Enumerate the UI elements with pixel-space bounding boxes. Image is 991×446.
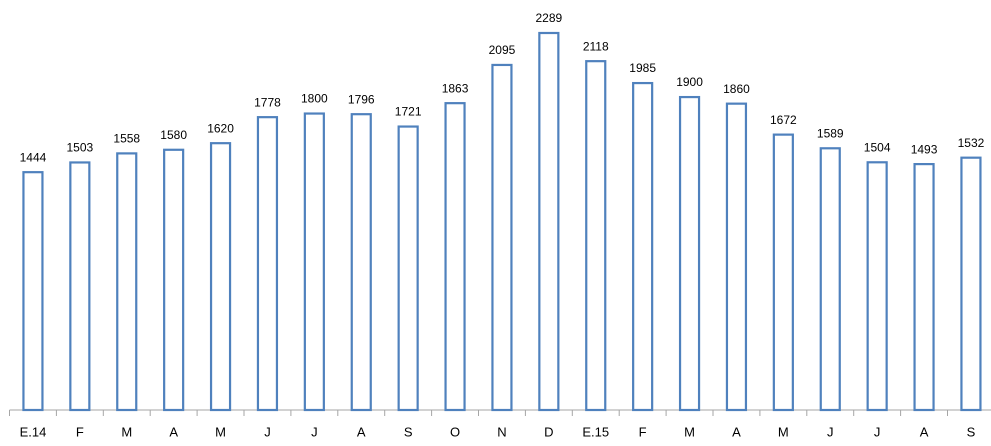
- x-tick-label: M: [121, 424, 132, 439]
- x-tick-label: J: [311, 424, 318, 439]
- value-label: 1589: [817, 126, 844, 140]
- value-label: 2095: [489, 43, 516, 57]
- x-tick-label: N: [497, 424, 506, 439]
- value-label: 1800: [301, 92, 328, 106]
- x-tick-label: J: [874, 424, 881, 439]
- value-label: 2289: [535, 11, 562, 25]
- value-label: 1672: [770, 113, 797, 127]
- x-tick-label: S: [404, 424, 413, 439]
- x-tick-label: A: [920, 424, 929, 439]
- x-tick-label: E.14: [20, 424, 47, 439]
- bar: [397, 125, 419, 412]
- x-tick-label: M: [215, 424, 226, 439]
- bar: [819, 147, 841, 412]
- bar: [772, 133, 794, 412]
- value-label: 2118: [583, 39, 609, 53]
- value-label: 1532: [958, 136, 985, 150]
- bar: [866, 161, 888, 412]
- x-tick-label: M: [778, 424, 789, 439]
- bar: [256, 116, 279, 412]
- value-label: 1504: [864, 140, 891, 154]
- x-tick-label: F: [639, 424, 647, 439]
- x-tick-label: J: [264, 424, 271, 439]
- bar: [678, 95, 701, 412]
- bar: [725, 102, 748, 412]
- value-label: 1493: [911, 142, 938, 156]
- bar: [960, 156, 982, 412]
- x-tick-label: A: [169, 424, 178, 439]
- bar: [163, 148, 185, 412]
- value-label: 1900: [676, 75, 703, 89]
- bar: [116, 152, 138, 412]
- bar: [22, 171, 44, 412]
- bar: [632, 81, 654, 412]
- value-label: 1985: [629, 61, 656, 75]
- value-label: 1558: [113, 132, 140, 146]
- value-label: 1620: [207, 121, 234, 135]
- value-label: 1444: [20, 150, 47, 164]
- bar: [585, 60, 607, 412]
- value-label: 1580: [160, 128, 187, 142]
- x-tick-label: J: [827, 424, 834, 439]
- bar: [350, 113, 372, 412]
- value-label: 1863: [442, 81, 469, 95]
- bar: [69, 161, 91, 412]
- x-tick-label: S: [967, 424, 976, 439]
- x-tick-label: M: [684, 424, 695, 439]
- value-label: 1778: [254, 95, 281, 109]
- value-label: 1860: [723, 82, 750, 96]
- bar: [491, 63, 513, 412]
- bar: [444, 102, 466, 412]
- x-tick-label: D: [544, 424, 553, 439]
- x-tick-label: F: [76, 424, 84, 439]
- x-tick-label: O: [450, 424, 460, 439]
- value-label: 1721: [395, 105, 422, 119]
- bar: [538, 31, 560, 412]
- bar: [913, 163, 935, 412]
- value-label: 1796: [348, 92, 375, 106]
- bar: [303, 112, 325, 412]
- x-tick-label: E.15: [582, 424, 609, 439]
- x-tick-label: A: [732, 424, 741, 439]
- bar: [209, 142, 232, 412]
- value-label: 1503: [66, 141, 93, 155]
- x-tick-label: A: [357, 424, 366, 439]
